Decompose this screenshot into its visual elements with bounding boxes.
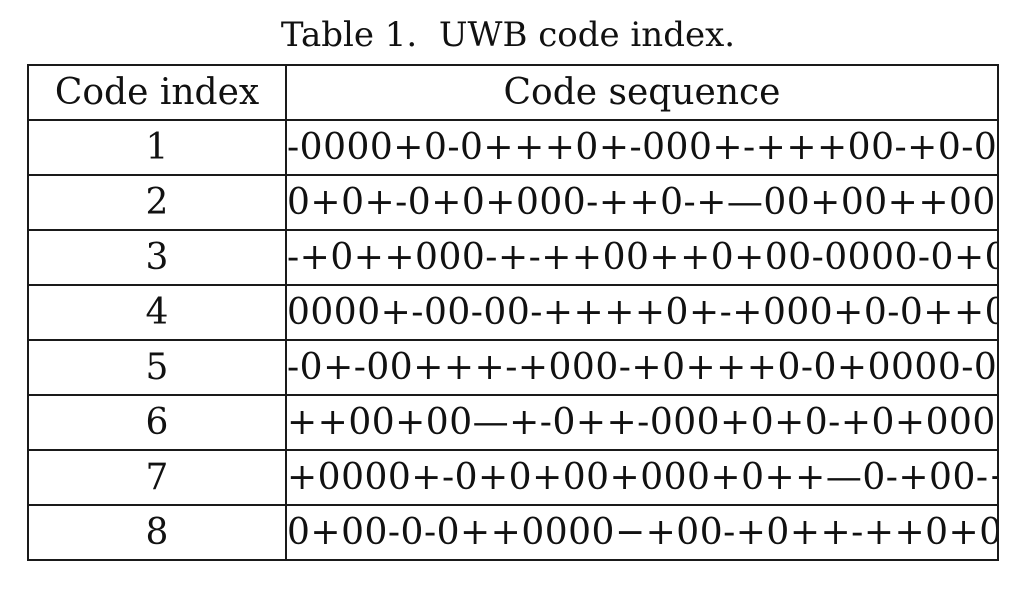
code-sequence-cell: -0000+0-0+++0+-000+-+++00-+0-00 [285, 119, 999, 176]
code-sequence-cell: ++00+00—+-0++-000+0+0-+0+0000 [285, 394, 999, 451]
code-sequence-cell: 0+0+-0+0+000-++0-+—00+00++000 [285, 174, 999, 231]
code-table: Code index Code sequence 1 -0000+0-0+++0… [27, 64, 999, 561]
code-sequence-cell: -+0++000-+-++00++0+00-0000-0+0- [285, 229, 999, 286]
table-row: 4 0000+-00-00-++++0+-+000+0-0++0- [27, 284, 999, 341]
code-index-cell: 1 [27, 119, 287, 176]
column-header-code-sequence: Code sequence [285, 64, 999, 121]
column-header-code-index: Code index [27, 64, 287, 121]
table-row: 6 ++00+00—+-0++-000+0+0-+0+0000 [27, 394, 999, 451]
code-index-cell: 2 [27, 174, 287, 231]
code-index-cell: 3 [27, 229, 287, 286]
table-row: 2 0+0+-0+0+000-++0-+—00+00++000 [27, 174, 999, 231]
code-sequence-cell: 0+00-0-0++0000−+00-+0++-++0+00 [285, 504, 999, 561]
code-index-cell: 6 [27, 394, 287, 451]
table-row: 8 0+00-0-0++0000−+00-+0++-++0+00 [27, 504, 999, 561]
table-row: 3 -+0++000-+-++00++0+00-0000-0+0- [27, 229, 999, 286]
code-sequence-cell: -0+-00+++-+000-+0+++0-0+0000-00 [285, 339, 999, 396]
code-index-cell: 5 [27, 339, 287, 396]
table-row: 7 +0000+-0+0+00+000+0++—0-+00-+ [27, 449, 999, 506]
table-caption: Table 1. UWB code index. [280, 15, 736, 55]
code-index-cell: 8 [27, 504, 287, 561]
table-row: 5 -0+-00+++-+000-+0+++0-0+0000-00 [27, 339, 999, 396]
code-index-cell: 7 [27, 449, 287, 506]
code-sequence-cell: 0000+-00-00-++++0+-+000+0-0++0- [285, 284, 999, 341]
header-row: Code index Code sequence [27, 64, 999, 121]
table-row: 1 -0000+0-0+++0+-000+-+++00-+0-00 [27, 119, 999, 176]
code-sequence-cell: +0000+-0+0+00+000+0++—0-+00-+ [285, 449, 999, 506]
code-index-cell: 4 [27, 284, 287, 341]
